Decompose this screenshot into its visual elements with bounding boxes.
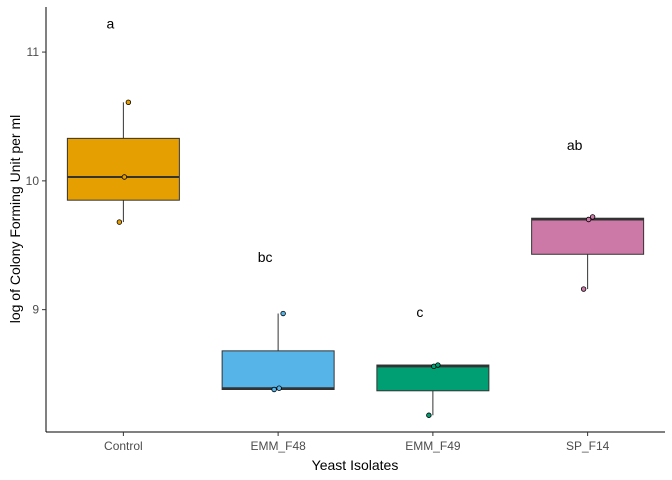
- data-point: [276, 385, 282, 391]
- box: [376, 364, 490, 392]
- box-group-emm-f49: c: [376, 304, 490, 418]
- significance-letter: ab: [567, 137, 583, 153]
- box: [221, 350, 335, 391]
- box: [531, 217, 645, 255]
- y-tick-label: 10: [26, 174, 40, 188]
- box-group-sp-f14: ab: [531, 137, 645, 292]
- data-point: [116, 219, 123, 225]
- y-axis-title: log of Colony Forming Unit per ml: [7, 115, 23, 324]
- significance-letter: c: [416, 304, 423, 320]
- significance-letter: bc: [258, 249, 273, 265]
- x-tick-label: Control: [104, 439, 143, 453]
- data-point: [585, 216, 592, 223]
- box-group-emm-f48: bc: [221, 249, 335, 393]
- data-point: [121, 174, 128, 180]
- data-point: [125, 99, 132, 106]
- data-point: [426, 412, 432, 418]
- y-axis-ticks: 9 10 11: [26, 45, 46, 317]
- x-axis-ticks: Control EMM_F48 EMM_F49 SP_F14: [104, 432, 610, 453]
- box-group-control: a: [66, 16, 180, 225]
- data-point: [271, 386, 277, 393]
- x-axis-title: Yeast Isolates: [312, 457, 399, 473]
- data-point: [435, 362, 441, 368]
- data-point: [589, 214, 596, 220]
- x-tick-label: EMM_F48: [250, 439, 306, 453]
- data-point: [280, 310, 286, 317]
- y-tick-label: 11: [27, 45, 40, 59]
- y-tick-label: 9: [32, 303, 39, 317]
- plot-area: a bc c ab: [66, 16, 645, 418]
- significance-letter: a: [106, 16, 114, 32]
- data-point: [580, 286, 587, 292]
- x-tick-label: SP_F14: [566, 439, 610, 453]
- x-tick-label: EMM_F49: [405, 439, 461, 453]
- box: [66, 137, 180, 201]
